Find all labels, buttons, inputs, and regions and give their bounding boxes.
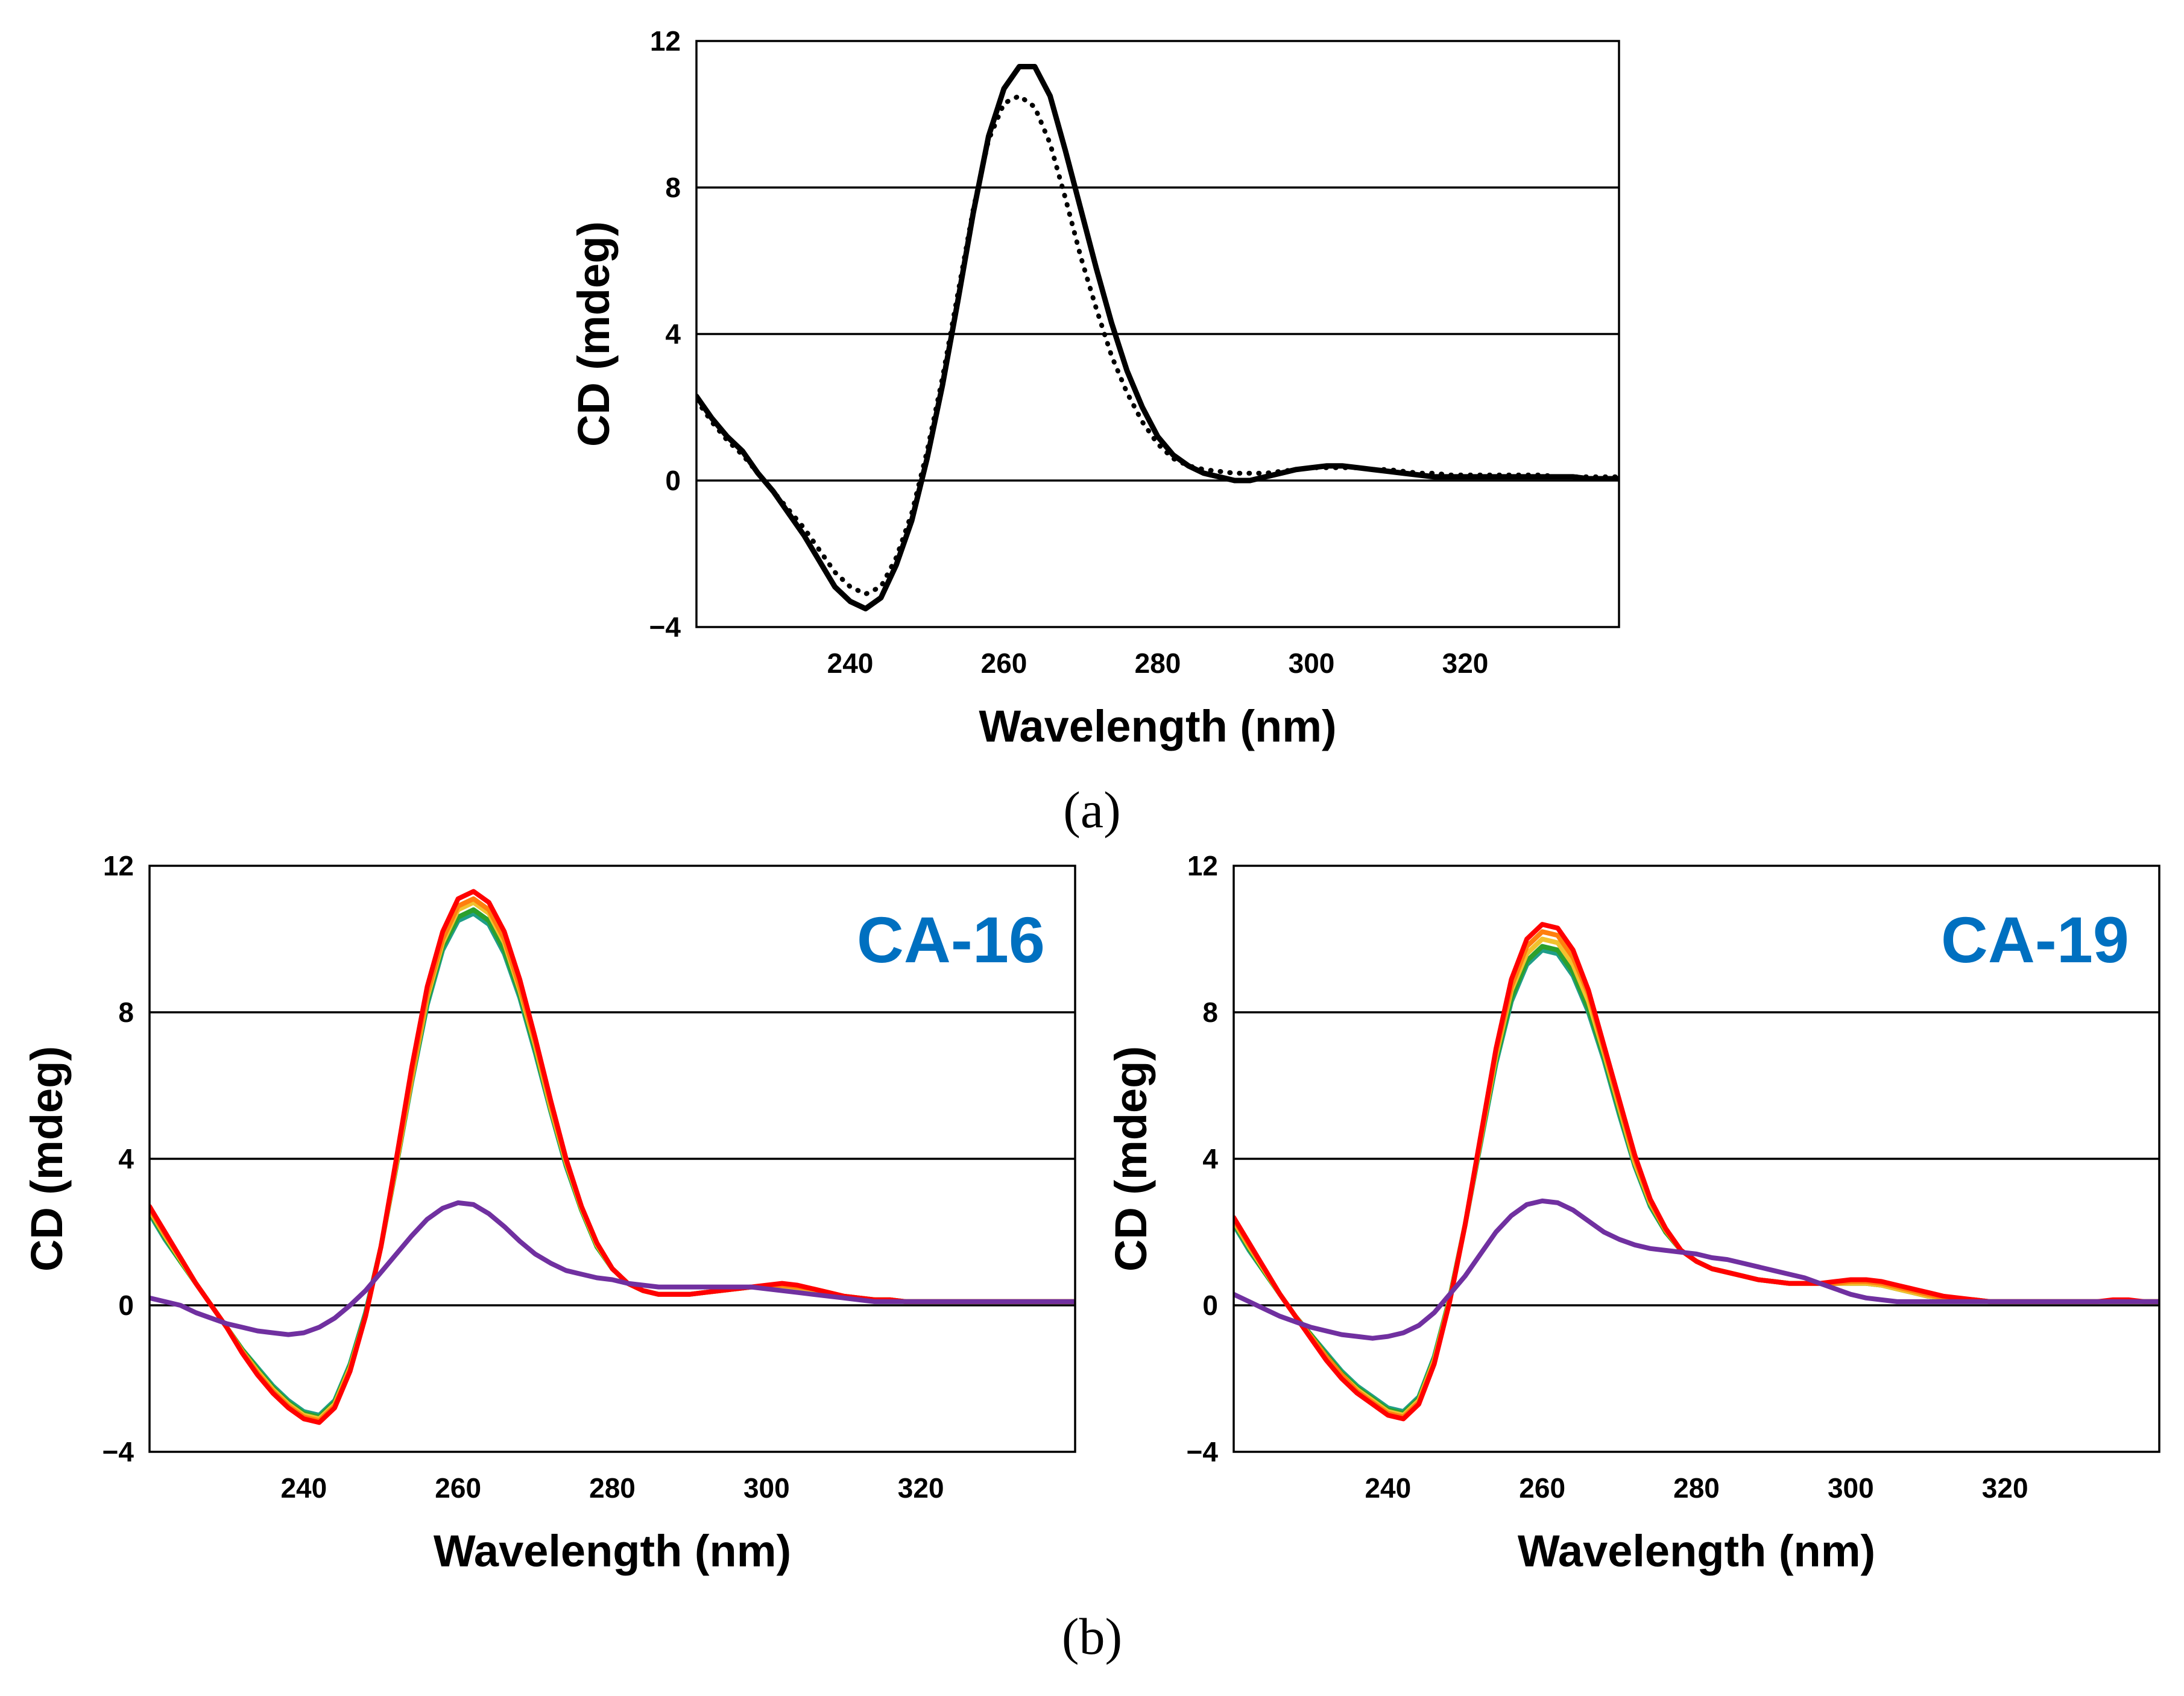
chart-panel-b-right: −4 0 4 8 12 240 260 280 300 320 Wavelength (nm) CD … [1106,850,2160,1576]
x-axis-title: Wavelength (nm) [979,701,1336,751]
y-tick-label: −4 [103,1436,134,1467]
series-line-green [1234,944,2159,1416]
y-tick-label: 4 [665,318,681,350]
series-line-yellow [1234,936,2159,1418]
series-line-dotted [696,93,1619,597]
sample-label: CA-16 [857,903,1045,976]
plot-frame [1232,865,2160,1453]
series-line-teal [1234,947,2159,1414]
chart-panel-b-left: −4 0 4 8 12 240 260 280 300 320 Wavelength (nm) CD … [22,850,1076,1576]
series-line-orange [1234,929,2159,1420]
plot-frame [148,865,1076,1453]
y-tick-label: 8 [665,172,681,203]
plot-frame [695,40,1620,628]
x-tick-label: 240 [827,648,874,679]
y-tick-label: 8 [118,997,134,1028]
x-axis-title: Wavelength (nm) [434,1526,791,1576]
y-tick-label: 4 [1202,1143,1218,1174]
series-line-green [150,907,1075,1420]
y-tick-label: 12 [103,850,134,881]
y-axis-title: CD (mdeg) [569,221,619,447]
series-group [150,889,1075,1425]
y-tick-label: 8 [1202,997,1218,1028]
y-tick-label: −4 [649,611,681,643]
y-tick-label: 4 [118,1143,134,1174]
series-line-purple [150,1200,1075,1337]
y-tick-label: 0 [665,465,681,496]
x-tick-label: 320 [1982,1472,2028,1504]
series-line-teal [150,911,1075,1418]
y-axis-title: CD (mdeg) [22,1046,72,1272]
x-tick-label: 300 [743,1472,790,1504]
x-tick-label: 240 [1365,1472,1411,1504]
series-line-solid [696,64,1619,612]
series-group [1234,922,2159,1422]
x-axis-title: Wavelength (nm) [1518,1526,1875,1576]
y-tick-label: 12 [650,25,681,57]
x-tick-label: 320 [898,1472,944,1504]
series-group [696,64,1619,612]
x-tick-label: 280 [1673,1472,1720,1504]
sample-label: CA-19 [1941,903,2129,976]
series-line-purple [1234,1198,2159,1341]
y-tick-label: 12 [1187,850,1218,881]
y-tick-label: 0 [1202,1290,1218,1321]
panel-b-label: (b) [1062,1607,1122,1665]
y-tick-label: −4 [1187,1436,1219,1467]
x-tick-label: 240 [280,1472,327,1504]
x-tick-label: 260 [1519,1472,1565,1504]
x-tick-label: 300 [1828,1472,1874,1504]
panel-a-label: (a) [1063,781,1120,839]
series-line-yellow [150,900,1075,1422]
x-tick-label: 320 [1442,648,1489,679]
x-tick-label: 260 [435,1472,481,1504]
x-tick-label: 300 [1289,648,1335,679]
chart-panel-a: −4 0 4 8 12 240 260 280 300 320 Wavelength (nm) CD … [569,25,1620,751]
y-tick-label: 0 [118,1290,134,1321]
y-axis-title: CD (mdeg) [1106,1046,1156,1272]
x-tick-label: 280 [1135,648,1181,679]
x-tick-label: 280 [589,1472,636,1504]
x-tick-label: 260 [981,648,1027,679]
series-line-red [1234,922,2159,1422]
